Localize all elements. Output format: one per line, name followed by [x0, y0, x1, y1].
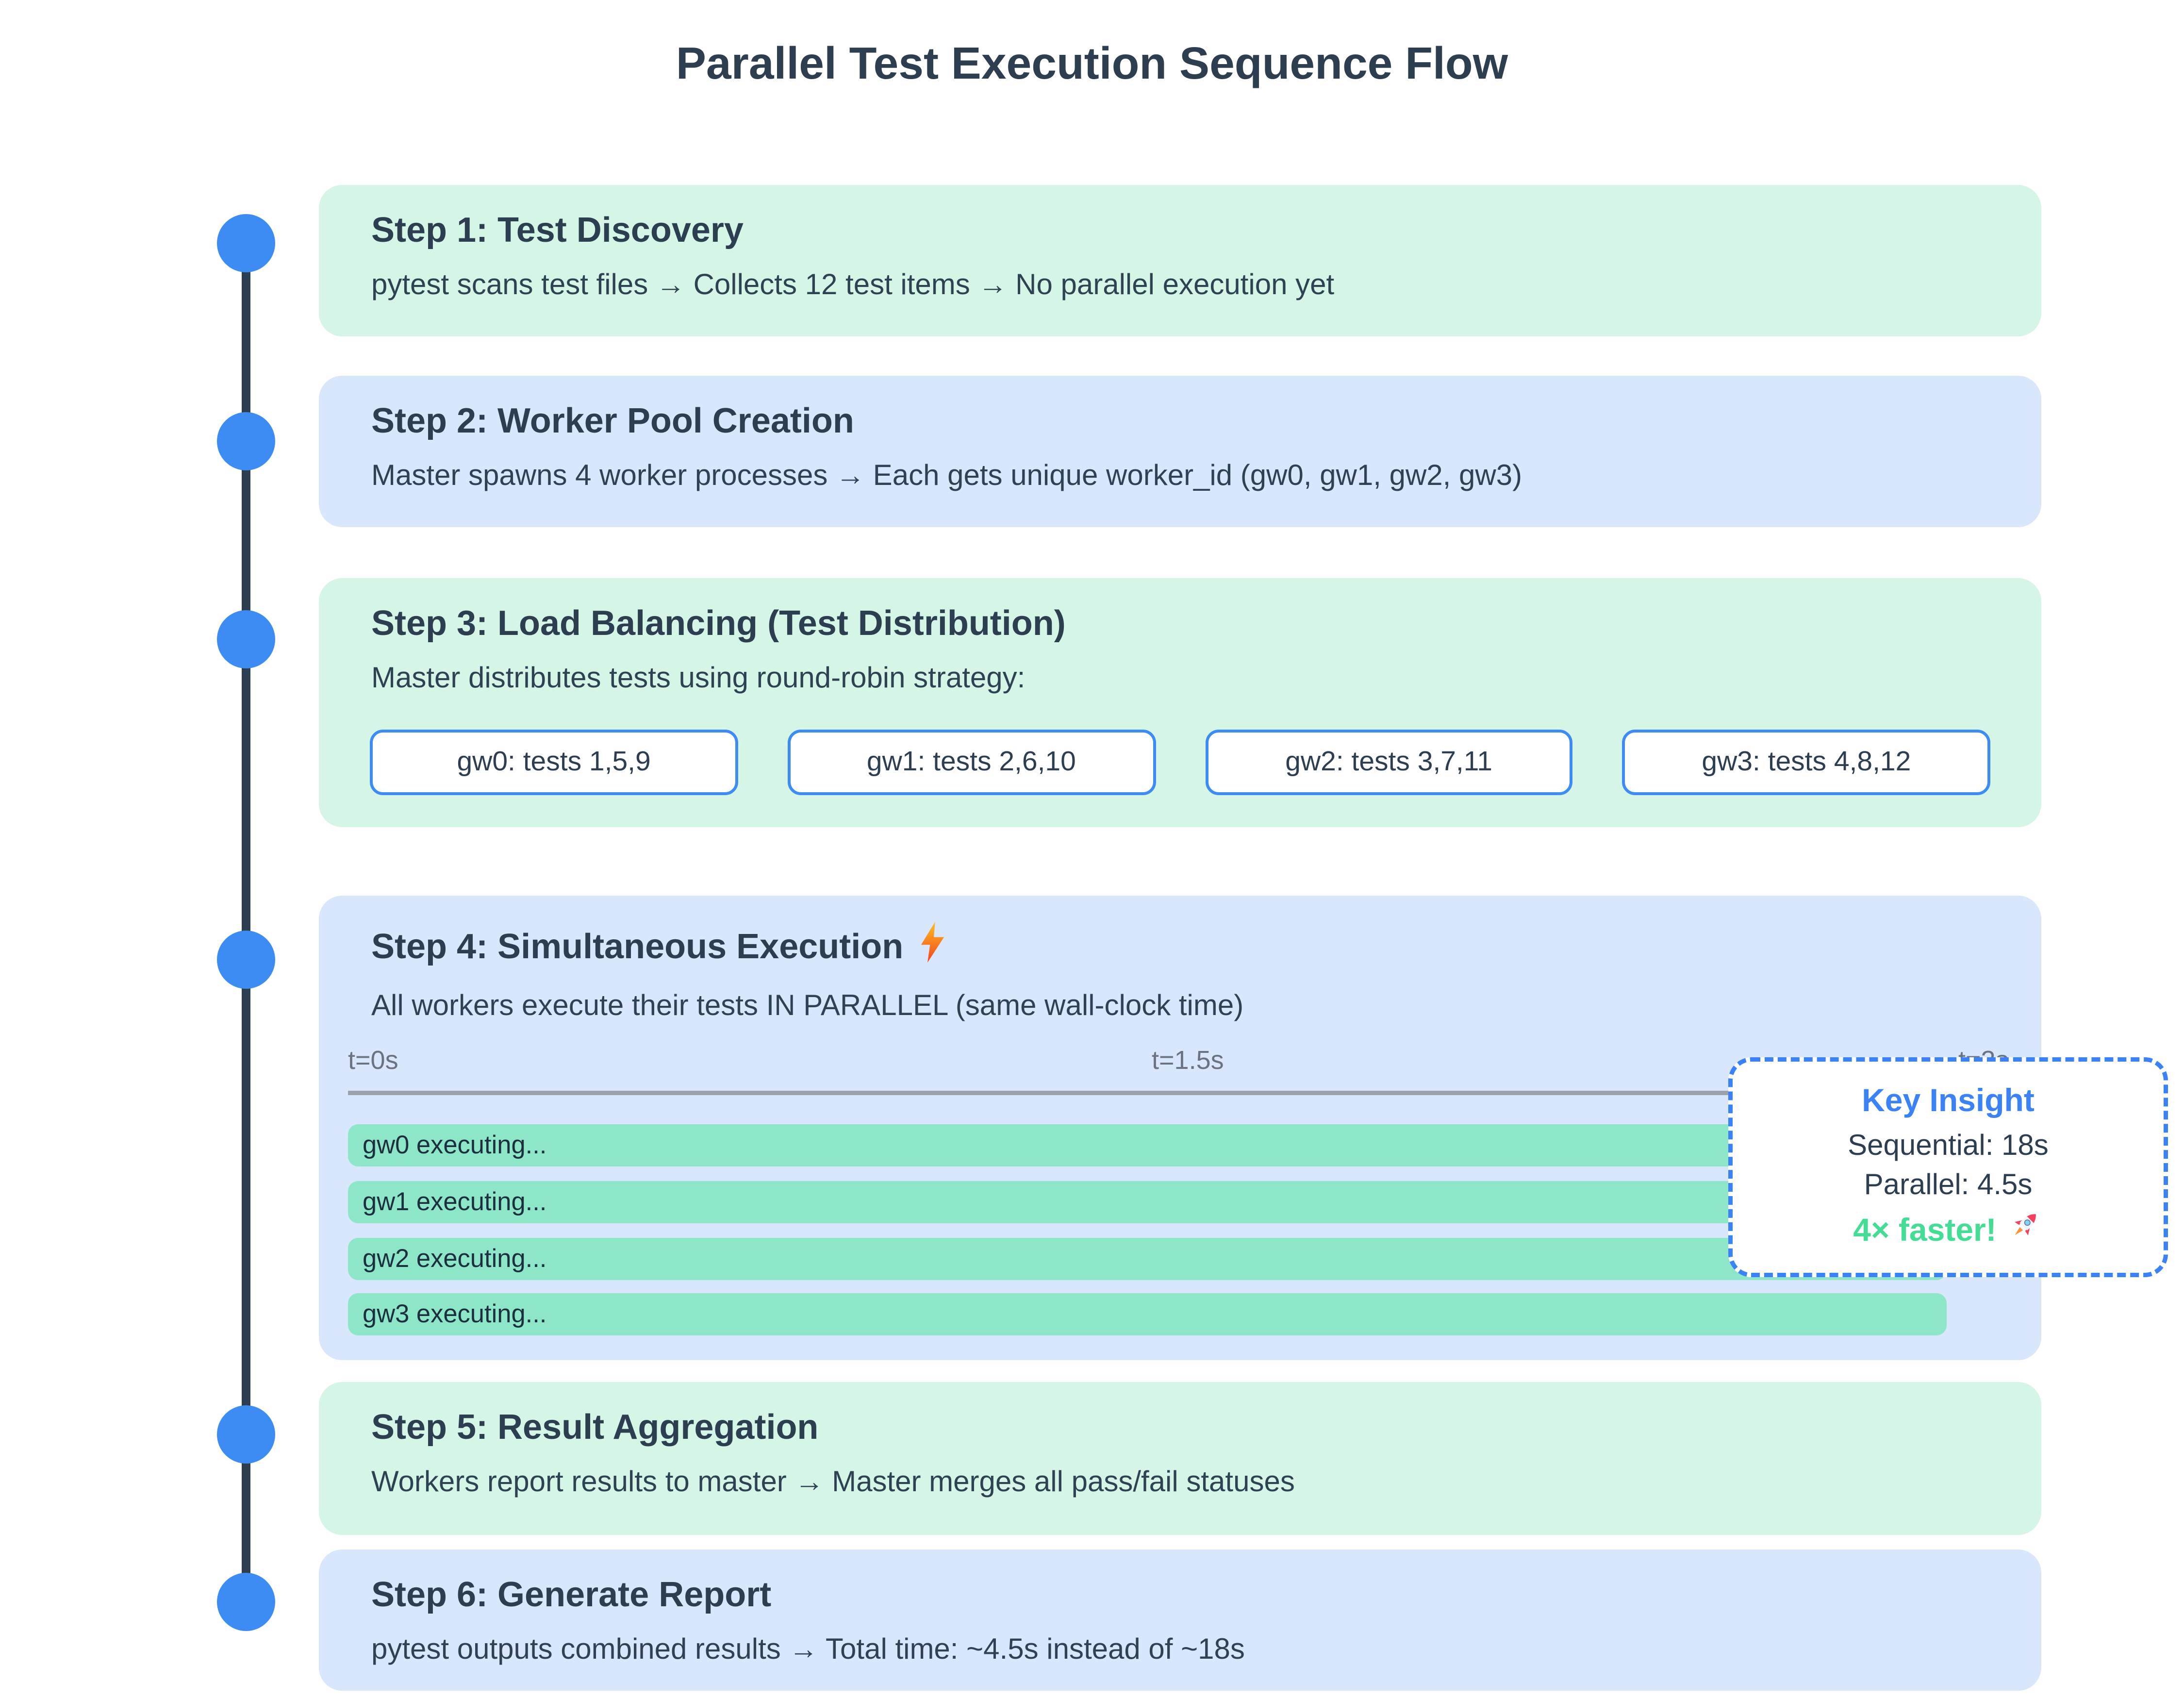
- step-5-card: Step 5: Result Aggregation Workers repor…: [319, 1382, 2041, 1535]
- step-6-card: Step 6: Generate Report pytest outputs c…: [319, 1549, 2041, 1691]
- execution-bar-gw1: gw1 executing...: [348, 1181, 1947, 1223]
- step-1-description: pytest scans test files → Collects 12 te…: [371, 269, 1335, 301]
- step-5-title: Step 5: Result Aggregation: [371, 1408, 819, 1448]
- timeline-rail: [242, 216, 250, 1616]
- execution-bar-gw3: gw3 executing...: [348, 1293, 1947, 1335]
- worker-box-gw0: gw0: tests 1,5,9: [370, 730, 738, 795]
- worker-assignment-row: gw0: tests 1,5,9 gw1: tests 2,6,10 gw2: …: [370, 730, 1990, 795]
- key-insight-title: Key Insight: [1862, 1082, 2035, 1118]
- timeline-dot-step-4: [217, 931, 275, 989]
- step-3-description: Master distributes tests using round-rob…: [371, 663, 1026, 695]
- step-1-title: Step 1: Test Discovery: [371, 211, 744, 250]
- step-3-title: Step 3: Load Balancing (Test Distributio…: [371, 604, 1066, 644]
- timeline-dot-step-5: [217, 1405, 275, 1464]
- step-4-title-text: Step 4: Simultaneous Execution: [371, 927, 904, 966]
- time-label-t0: t=0s: [348, 1046, 398, 1075]
- timeline-dot-step-6: [217, 1573, 275, 1631]
- timeline-dot-step-1: [217, 214, 275, 272]
- time-axis-line: [348, 1091, 2018, 1095]
- step-2-title: Step 2: Worker Pool Creation: [371, 402, 854, 441]
- rocket-icon: [2007, 1207, 2043, 1252]
- worker-box-gw2: gw2: tests 3,7,11: [1205, 730, 1573, 795]
- step-1-card: Step 1: Test Discovery pytest scans test…: [319, 185, 2041, 336]
- page-title: Parallel Test Execution Sequence Flow: [676, 38, 1508, 89]
- time-label-t1-5: t=1.5s: [1152, 1046, 1224, 1075]
- key-insight-callout: Key Insight Sequential: 18s Parallel: 4.…: [1728, 1057, 2168, 1277]
- step-5-description: Workers report results to master → Maste…: [371, 1466, 1295, 1499]
- timeline-dot-step-3: [217, 610, 275, 668]
- timeline-dot-step-2: [217, 412, 275, 470]
- step-2-card: Step 2: Worker Pool Creation Master spaw…: [319, 376, 2041, 527]
- step-6-title: Step 6: Generate Report: [371, 1576, 772, 1615]
- key-insight-parallel: Parallel: 4.5s: [1864, 1169, 2033, 1201]
- lightning-icon: [918, 922, 948, 973]
- step-6-description: pytest outputs combined results → Total …: [371, 1634, 1245, 1666]
- step-4-title: Step 4: Simultaneous Execution: [371, 922, 2041, 973]
- step-2-description: Master spawns 4 worker processes → Each …: [371, 460, 1522, 492]
- worker-box-gw1: gw1: tests 2,6,10: [787, 730, 1156, 795]
- execution-bar-gw2: gw2 executing...: [348, 1238, 1947, 1280]
- execution-bar-gw0: gw0 executing...: [348, 1124, 1947, 1166]
- step-3-card: Step 3: Load Balancing (Test Distributio…: [319, 578, 2041, 827]
- key-insight-highlight-text: 4× faster!: [1853, 1211, 1997, 1248]
- key-insight-sequential: Sequential: 18s: [1848, 1130, 2049, 1162]
- key-insight-highlight: 4× faster!: [1733, 1207, 2164, 1252]
- worker-box-gw3: gw3: tests 4,8,12: [1622, 730, 1990, 795]
- step-4-description: All workers execute their tests IN PARAL…: [371, 990, 1244, 1022]
